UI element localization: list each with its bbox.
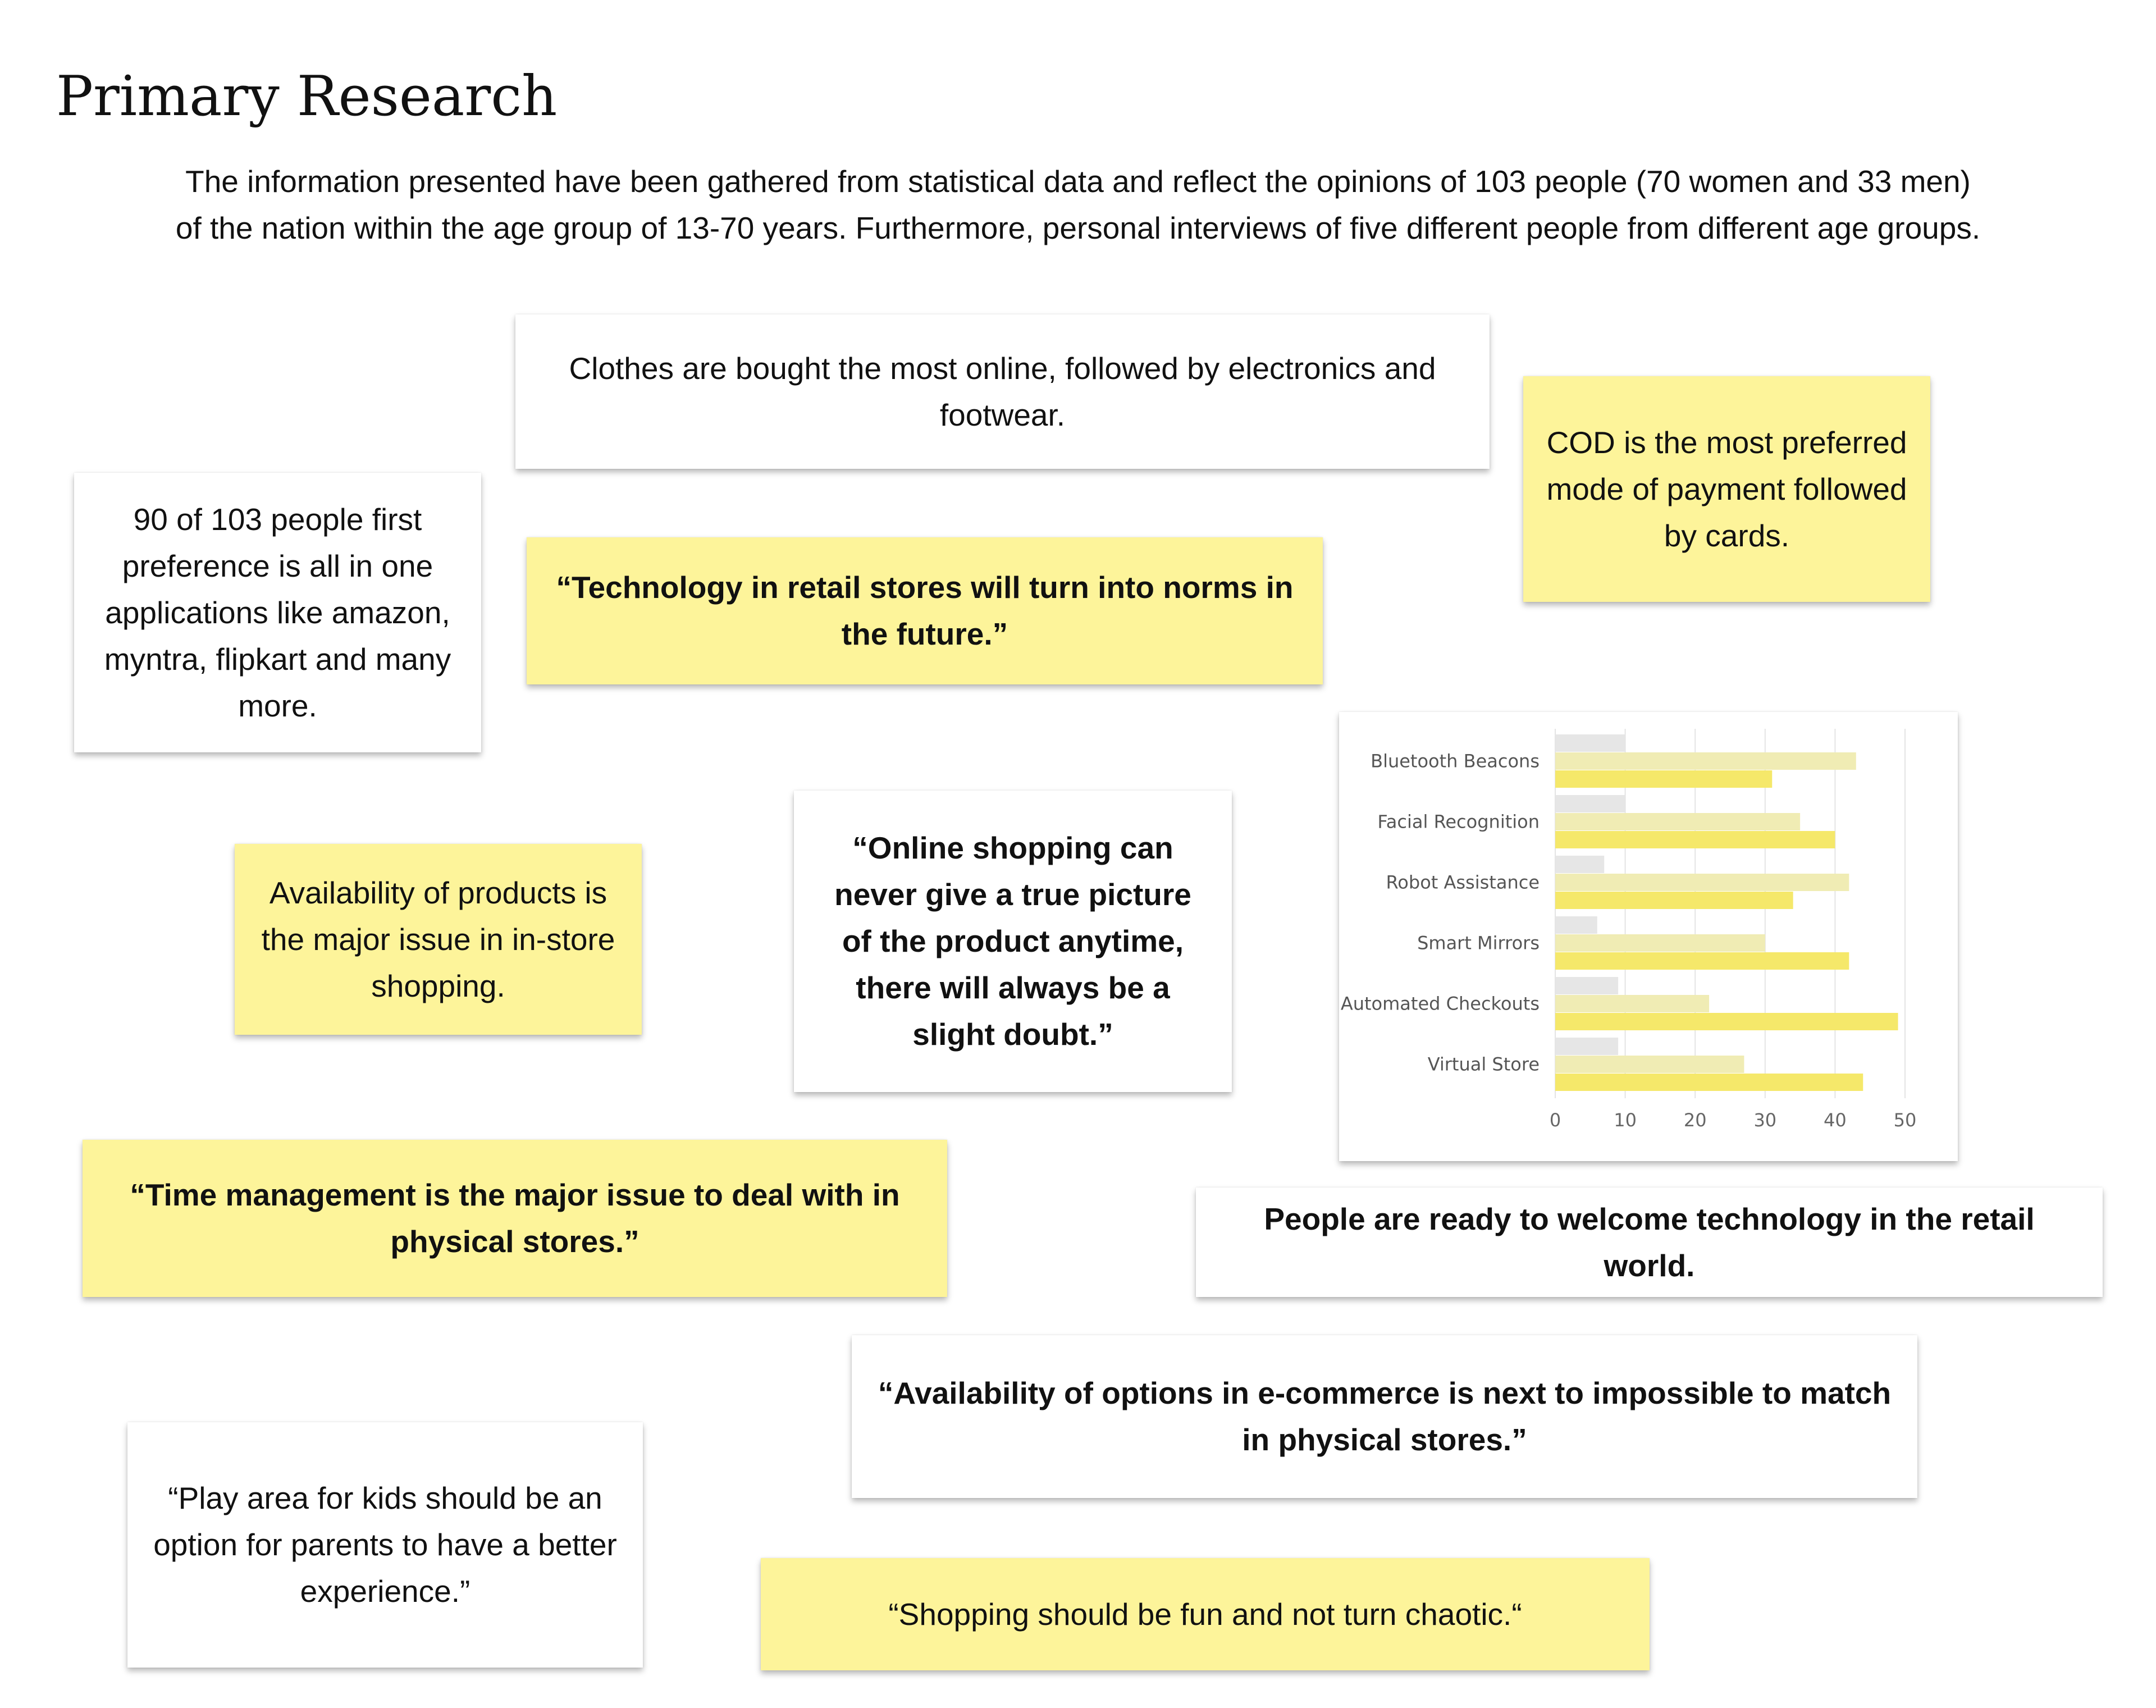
bar-chart: 0 10 20 30 40 50 Bluetooth Beacons Facial Recog…: [1341, 729, 1917, 1131]
bar: [1555, 856, 1605, 873]
bar: [1555, 916, 1597, 934]
note-all-in-one-apps: 90 of 103 people first preference is all…: [74, 473, 481, 752]
x-tick-label: 40: [1824, 1109, 1847, 1131]
category-label: Robot Assistance: [1386, 872, 1540, 893]
note-text: “Availability of options in e-commerce i…: [878, 1376, 1892, 1457]
note-text: “Online shopping can never give a true p…: [834, 830, 1191, 1052]
sticky-note-cod: COD is the most preferred mode of paymen…: [1523, 376, 1930, 602]
x-tick-label: 20: [1684, 1109, 1707, 1131]
category-label: Smart Mirrors: [1417, 933, 1540, 954]
note-online-doubt: “Online shopping can never give a true p…: [794, 791, 1232, 1092]
note-text: “Technology in retail stores will turn i…: [556, 570, 1294, 651]
category-label: Virtual Store: [1428, 1054, 1540, 1075]
bar: [1555, 813, 1801, 830]
bar: [1555, 934, 1765, 952]
note-text: “Play area for kids should be an option …: [153, 1481, 617, 1609]
sticky-note-time-management: “Time management is the major issue to d…: [83, 1140, 947, 1297]
bar-chart-card: 0 10 20 30 40 50 Bluetooth Beacons Facial Recog…: [1339, 712, 1958, 1161]
note-welcome-technology: People are ready to welcome technology i…: [1196, 1188, 2103, 1297]
bar: [1555, 752, 1856, 770]
category-label: Facial Recognition: [1377, 811, 1540, 833]
x-tick-label: 10: [1614, 1109, 1637, 1131]
bar: [1555, 1074, 1863, 1091]
sticky-note-technology-norms: “Technology in retail stores will turn i…: [527, 537, 1323, 684]
note-text: 90 of 103 people first preference is all…: [104, 501, 451, 723]
note-text: “Shopping should be fun and not turn cha…: [888, 1596, 1522, 1632]
note-play-area: “Play area for kids should be an option …: [127, 1422, 643, 1668]
category-label: Automated Checkouts: [1341, 993, 1540, 1015]
sticky-note-shopping-fun: “Shopping should be fun and not turn cha…: [761, 1558, 1650, 1670]
bar: [1555, 734, 1625, 752]
x-tick-label: 50: [1894, 1109, 1917, 1131]
note-text: “Time management is the major issue to d…: [130, 1177, 900, 1259]
note-clothes: Clothes are bought the most online, foll…: [515, 314, 1490, 469]
category-label: Bluetooth Beacons: [1371, 751, 1540, 772]
bar: [1555, 977, 1619, 994]
bar: [1555, 952, 1849, 970]
bar: [1555, 874, 1849, 891]
bar: [1555, 1038, 1619, 1055]
bar: [1555, 1056, 1744, 1073]
bar: [1555, 1013, 1898, 1030]
bar: [1555, 892, 1793, 909]
bar: [1555, 795, 1625, 812]
note-text: People are ready to welcome technology i…: [1264, 1201, 2035, 1283]
bar: [1555, 831, 1835, 848]
note-text: COD is the most preferred mode of paymen…: [1546, 424, 1907, 553]
x-tick-label: 0: [1550, 1109, 1561, 1131]
intro-line-2: of the nation within the age group of 13…: [175, 211, 1981, 245]
page-title: Primary Research: [56, 65, 558, 129]
note-options-ecommerce: “Availability of options in e-commerce i…: [852, 1335, 1917, 1498]
bar: [1555, 770, 1773, 788]
x-tick-label: 30: [1753, 1109, 1776, 1131]
note-text: Availability of products is the major is…: [261, 875, 615, 1003]
intro-line-1: The information presented have been gath…: [185, 164, 1971, 199]
note-text: Clothes are bought the most online, foll…: [569, 350, 1436, 432]
bar: [1555, 995, 1710, 1012]
intro-paragraph: The information presented have been gath…: [112, 158, 2044, 252]
sticky-note-availability-products: Availability of products is the major is…: [235, 844, 642, 1035]
